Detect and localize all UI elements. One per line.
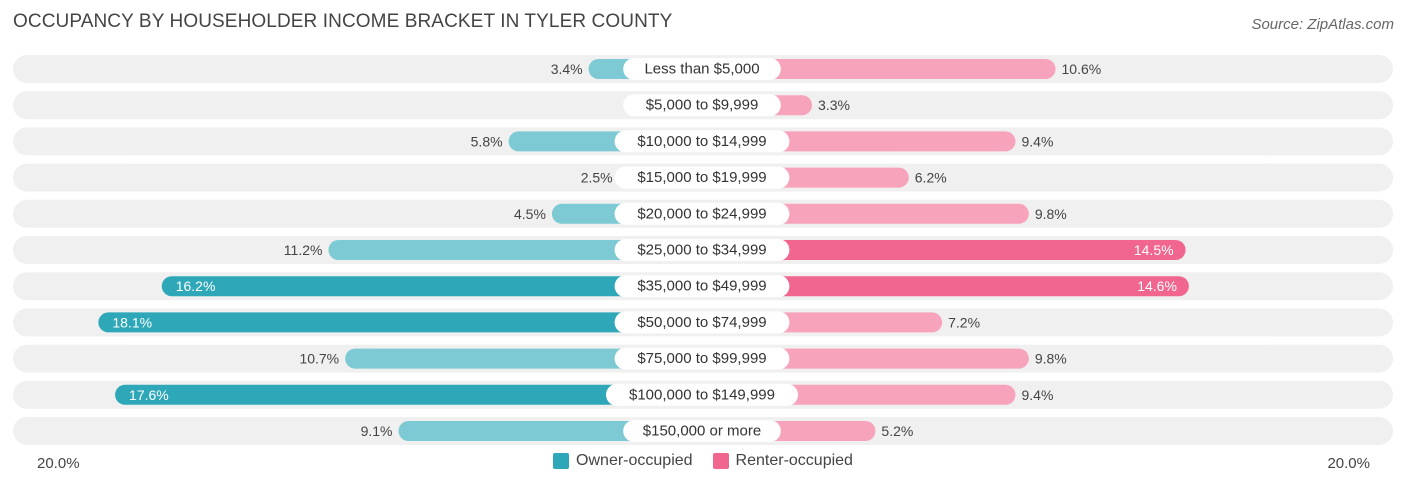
data-label-renter: 9.4%	[1021, 133, 1053, 149]
category-pill	[606, 383, 798, 406]
data-label-renter: 14.6%	[1137, 278, 1177, 294]
category-label: $10,000 to $14,999	[637, 133, 766, 150]
category-pill	[614, 202, 790, 225]
category-label: $150,000 or more	[643, 423, 761, 440]
axis-label-left: 20.0%	[37, 455, 80, 472]
bar-renter	[702, 59, 1056, 79]
data-label-owner: 3.4%	[551, 61, 583, 77]
bar-owner	[98, 312, 703, 333]
data-label-renter: 9.8%	[1035, 351, 1067, 367]
chart: 3.4%10.6%Less than $5,0000.96%3.3%$5,000…	[13, 55, 1393, 445]
category-pill	[623, 58, 781, 80]
data-label-owner: 2.5%	[581, 170, 613, 186]
legend-swatch-renter	[712, 453, 729, 469]
category-pill	[614, 130, 790, 153]
data-label-renter: 6.2%	[915, 170, 947, 186]
category-pill	[614, 239, 790, 261]
legend-label-owner: Owner-occupied	[576, 452, 693, 469]
category-label: $50,000 to $74,999	[637, 314, 766, 331]
category-label: $25,000 to $34,999	[637, 242, 766, 259]
data-label-renter: 9.4%	[1021, 387, 1053, 403]
legend-item-renter[interactable]: Renter-occupied	[712, 452, 853, 470]
data-label-renter: 3.3%	[818, 97, 850, 113]
data-label-owner: 9.1%	[361, 423, 393, 439]
category-pill	[614, 311, 790, 334]
category-label: $75,000 to $99,999	[637, 350, 766, 367]
category-pill	[623, 94, 781, 117]
bar-owner	[115, 384, 703, 405]
category-label: Less than $5,000	[644, 61, 759, 78]
data-label-owner: 16.2%	[176, 278, 216, 294]
category-pill	[623, 420, 781, 442]
data-label-owner: 4.5%	[514, 206, 546, 222]
category-pill	[614, 275, 790, 298]
category-label: $15,000 to $19,999	[637, 169, 766, 186]
data-label-owner: 10.7%	[299, 351, 339, 367]
legend-item-owner[interactable]: Owner-occupied	[553, 452, 693, 470]
category-label: $5,000 to $9,999	[646, 97, 759, 114]
data-label-renter: 10.6%	[1062, 61, 1102, 77]
category-pill	[614, 347, 790, 370]
bar-renter	[702, 276, 1189, 297]
category-label: $100,000 to $149,999	[629, 386, 775, 403]
category-label: $20,000 to $24,999	[637, 205, 766, 222]
legend-label-renter: Renter-occupied	[735, 452, 853, 469]
data-label-renter: 14.5%	[1134, 242, 1174, 258]
category-label: $35,000 to $49,999	[637, 278, 766, 295]
data-label-renter: 5.2%	[881, 423, 913, 439]
category-pill	[614, 166, 790, 189]
data-label-renter: 9.8%	[1035, 206, 1067, 222]
chart-title: OCCUPANCY BY HOUSEHOLDER INCOME BRACKET …	[13, 11, 673, 32]
legend-swatch-owner	[553, 453, 570, 469]
legend: Owner-occupied Renter-occupied	[0, 452, 1406, 470]
bar-renter	[702, 240, 1186, 260]
data-label-owner: 17.6%	[129, 387, 169, 403]
axis-label-right: 20.0%	[1327, 455, 1370, 472]
bar-owner	[161, 276, 703, 297]
bar-owner	[328, 240, 702, 260]
data-label-owner: 5.8%	[471, 133, 503, 149]
bar-owner	[345, 348, 702, 369]
data-label-owner: 18.1%	[112, 314, 152, 330]
source-credit: Source: ZipAtlas.com	[1251, 16, 1394, 33]
data-label-renter: 7.2%	[948, 314, 980, 330]
data-label-owner: 11.2%	[284, 242, 323, 258]
